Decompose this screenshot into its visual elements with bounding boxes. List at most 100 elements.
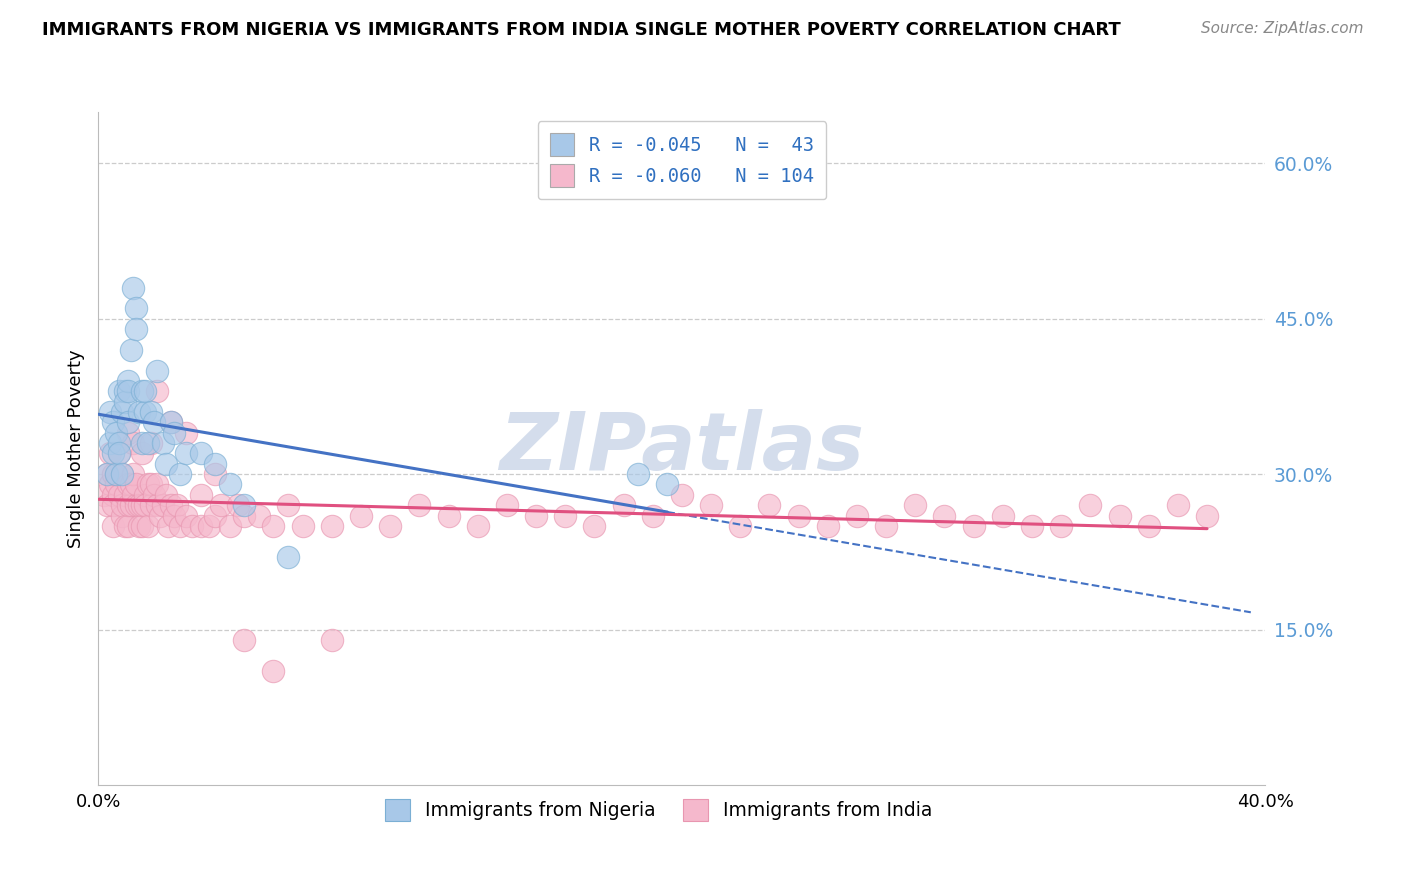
Point: [111, 405, 134, 419]
Point: [108, 384, 131, 399]
Point: [247, 508, 270, 523]
Point: [117, 498, 139, 512]
Point: [730, 519, 752, 533]
Point: [1108, 508, 1130, 523]
Point: [846, 508, 869, 523]
Point: [134, 498, 156, 512]
Point: [96, 498, 118, 512]
Point: [1195, 508, 1218, 523]
Point: [120, 477, 142, 491]
Text: ZIPatlas: ZIPatlas: [499, 409, 865, 487]
Point: [101, 467, 124, 482]
Point: [174, 508, 197, 523]
Point: [122, 488, 145, 502]
Point: [904, 498, 927, 512]
Point: [120, 498, 142, 512]
Point: [627, 467, 650, 482]
Point: [204, 457, 226, 471]
Point: [155, 488, 177, 502]
Point: [155, 457, 177, 471]
Point: [641, 508, 664, 523]
Point: [174, 425, 197, 440]
Point: [134, 488, 156, 502]
Point: [108, 436, 131, 450]
Point: [169, 519, 191, 533]
Point: [198, 519, 221, 533]
Point: [128, 498, 150, 512]
Point: [209, 498, 232, 512]
Point: [134, 384, 156, 399]
Point: [104, 467, 127, 482]
Point: [1167, 498, 1189, 512]
Point: [190, 488, 212, 502]
Point: [787, 508, 810, 523]
Point: [408, 498, 430, 512]
Point: [120, 343, 142, 357]
Point: [233, 508, 256, 523]
Point: [583, 519, 606, 533]
Point: [117, 519, 139, 533]
Point: [218, 477, 240, 491]
Point: [101, 488, 124, 502]
Point: [142, 488, 165, 502]
Point: [437, 508, 460, 523]
Point: [101, 446, 124, 460]
Point: [190, 519, 212, 533]
Point: [934, 508, 956, 523]
Point: [204, 467, 226, 482]
Point: [101, 519, 124, 533]
Point: [149, 508, 172, 523]
Point: [96, 467, 118, 482]
Point: [114, 488, 136, 502]
Point: [93, 488, 115, 502]
Point: [142, 415, 165, 429]
Point: [101, 498, 124, 512]
Point: [146, 363, 169, 377]
Point: [817, 519, 839, 533]
Point: [101, 415, 124, 429]
Point: [321, 632, 343, 647]
Point: [218, 519, 240, 533]
Point: [228, 498, 250, 512]
Point: [1080, 498, 1102, 512]
Point: [160, 498, 183, 512]
Point: [111, 467, 134, 482]
Point: [163, 508, 186, 523]
Point: [277, 549, 299, 564]
Point: [108, 488, 131, 502]
Point: [117, 415, 139, 429]
Point: [262, 664, 284, 678]
Point: [131, 498, 153, 512]
Point: [117, 374, 139, 388]
Point: [125, 322, 148, 336]
Point: [612, 498, 634, 512]
Point: [190, 446, 212, 460]
Point: [125, 498, 148, 512]
Point: [139, 477, 162, 491]
Point: [117, 384, 139, 399]
Point: [111, 508, 134, 523]
Point: [125, 477, 148, 491]
Point: [204, 508, 226, 523]
Point: [524, 508, 547, 523]
Point: [122, 467, 145, 482]
Point: [160, 415, 183, 429]
Point: [321, 519, 343, 533]
Point: [262, 519, 284, 533]
Point: [277, 498, 299, 512]
Point: [152, 498, 174, 512]
Point: [146, 477, 169, 491]
Point: [700, 498, 723, 512]
Point: [496, 498, 519, 512]
Point: [98, 477, 121, 491]
Point: [98, 405, 121, 419]
Y-axis label: Single Mother Poverty: Single Mother Poverty: [66, 349, 84, 548]
Point: [111, 467, 134, 482]
Point: [160, 415, 183, 429]
Point: [380, 519, 402, 533]
Point: [117, 477, 139, 491]
Point: [128, 519, 150, 533]
Point: [108, 446, 131, 460]
Point: [131, 519, 153, 533]
Point: [139, 405, 162, 419]
